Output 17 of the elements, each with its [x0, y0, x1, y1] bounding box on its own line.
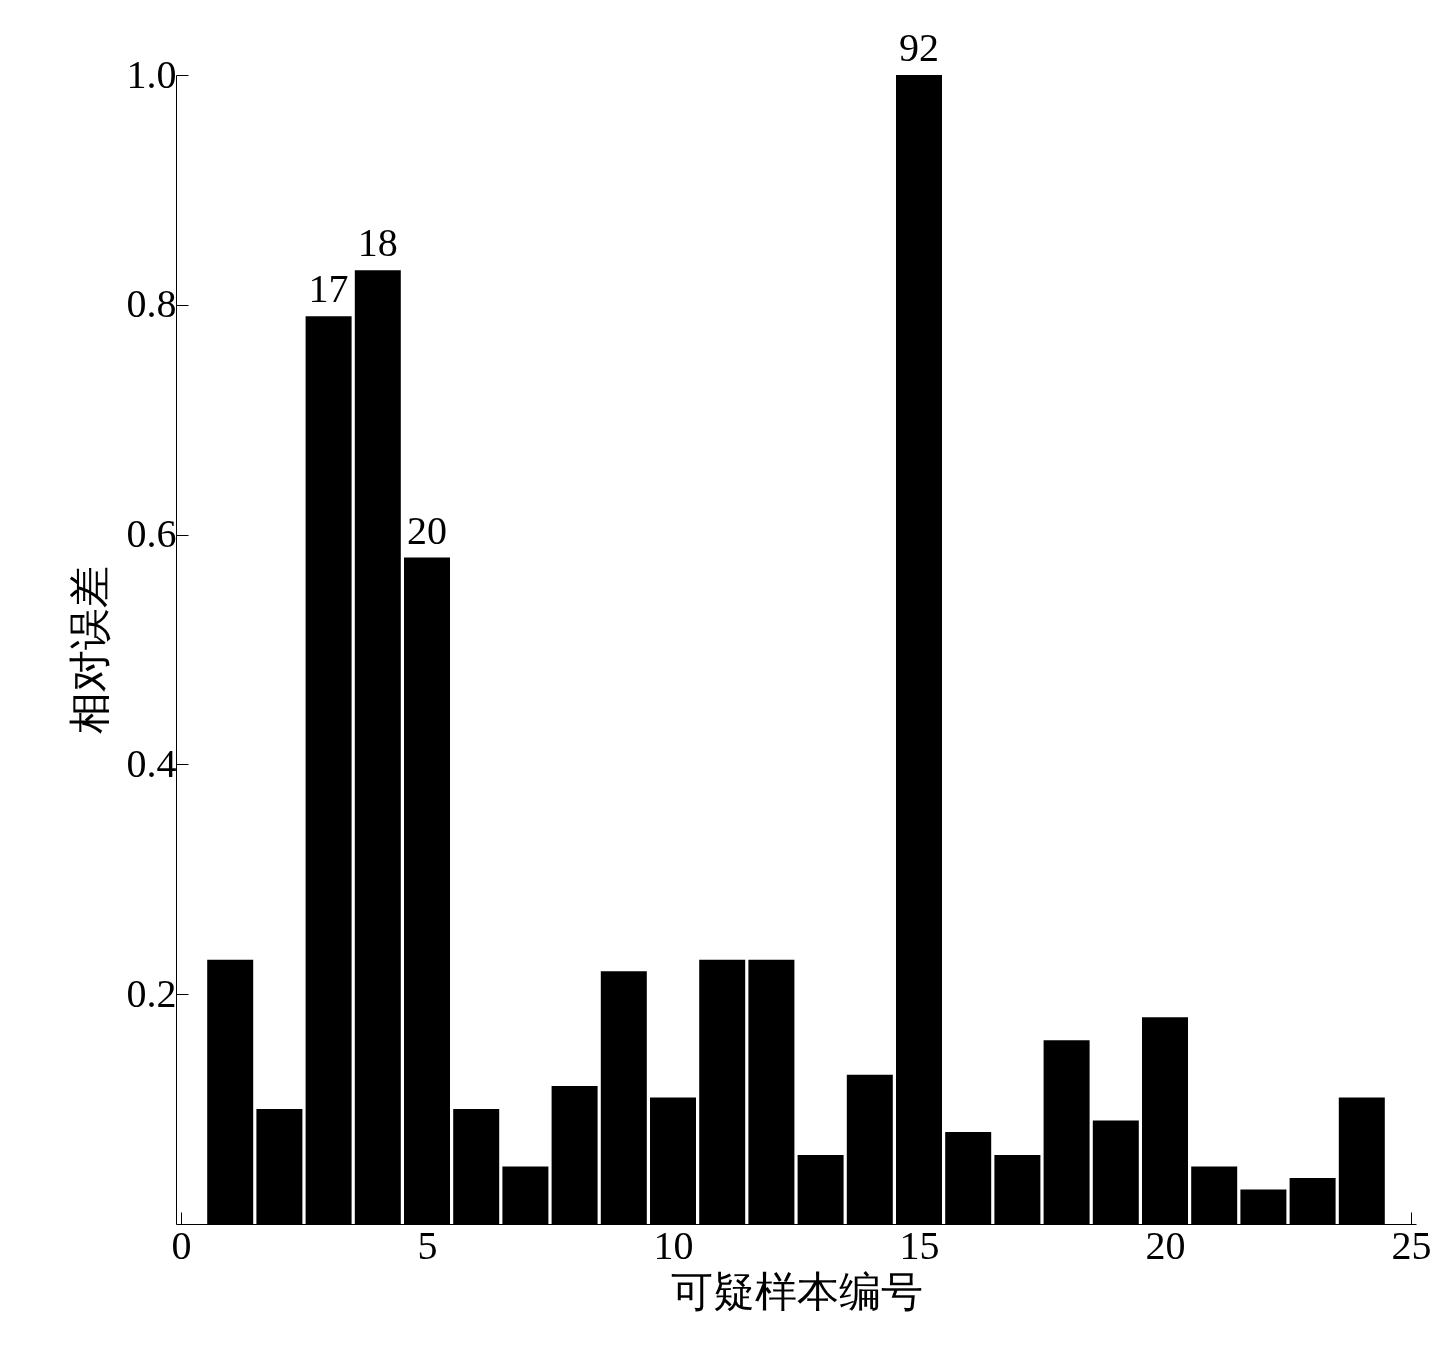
- x-tick-label: 15: [899, 1222, 940, 1268]
- annotation: 17: [308, 266, 349, 312]
- y-tick-label: 0.6: [126, 511, 177, 557]
- annotation: 20: [407, 507, 447, 553]
- annotation: 18: [357, 220, 398, 266]
- annotation: 92: [899, 25, 939, 70]
- x-axis-title: 可疑样本编号: [670, 1268, 923, 1315]
- y-tick-label: 0.8: [126, 281, 177, 327]
- x-tick-label: 20: [1145, 1222, 1186, 1268]
- x-tick-label: 25: [1391, 1222, 1432, 1268]
- x-tick-label: 5: [417, 1222, 438, 1268]
- x-tick-label: 10: [653, 1222, 694, 1268]
- x-tick-label: 0: [171, 1222, 192, 1268]
- y-tick-label: 0.2: [126, 970, 177, 1016]
- y-tick-label: 0.4: [126, 740, 177, 786]
- y-tick-label: 1.0: [126, 51, 177, 97]
- y-axis-title: 相对误差: [66, 566, 113, 734]
